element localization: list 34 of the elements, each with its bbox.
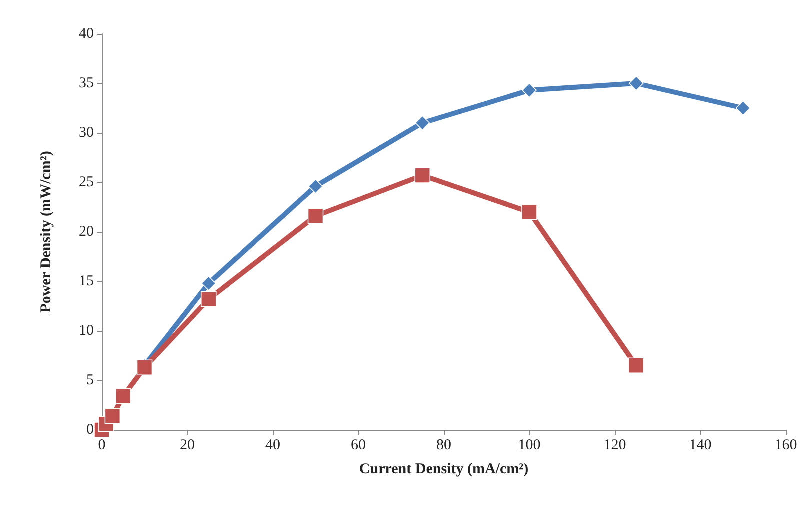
y-tick-label: 20 [79,224,94,240]
y-tick-label: 10 [79,323,94,339]
point [415,116,430,130]
point [736,100,751,116]
x-tick-label: 20 [180,438,195,454]
y-tick-label: 40 [79,26,94,42]
y-axis-title: Power Density (mW/cm²) [38,151,54,313]
y-tick-label: 30 [79,125,94,141]
y-tick-label: 25 [79,174,94,190]
x-tick-label: 0 [98,438,106,454]
x-tick-label: 160 [774,438,798,454]
point [104,408,121,424]
point [200,291,217,308]
x-tick-label: 40 [266,438,280,454]
point [628,76,644,91]
x-tick-label: 140 [689,438,712,454]
x-tick-label: 60 [351,438,366,454]
point [414,168,431,184]
point [115,388,132,404]
point [522,204,538,220]
x-tick-label: 100 [518,438,541,454]
x-tick-label: 80 [436,438,452,454]
point [308,179,324,194]
y-tick-label: 15 [79,274,94,290]
point [136,360,153,376]
point [308,208,324,224]
y-tick-label: 5 [86,372,94,388]
point [201,276,216,291]
point [522,83,537,98]
x-tick-label: 120 [604,438,626,454]
x-axis-title: Current Density (mA/cm²) [359,462,529,478]
point [628,358,644,374]
y-tick-label: 0 [86,422,94,438]
y-tick-label: 35 [79,76,94,92]
